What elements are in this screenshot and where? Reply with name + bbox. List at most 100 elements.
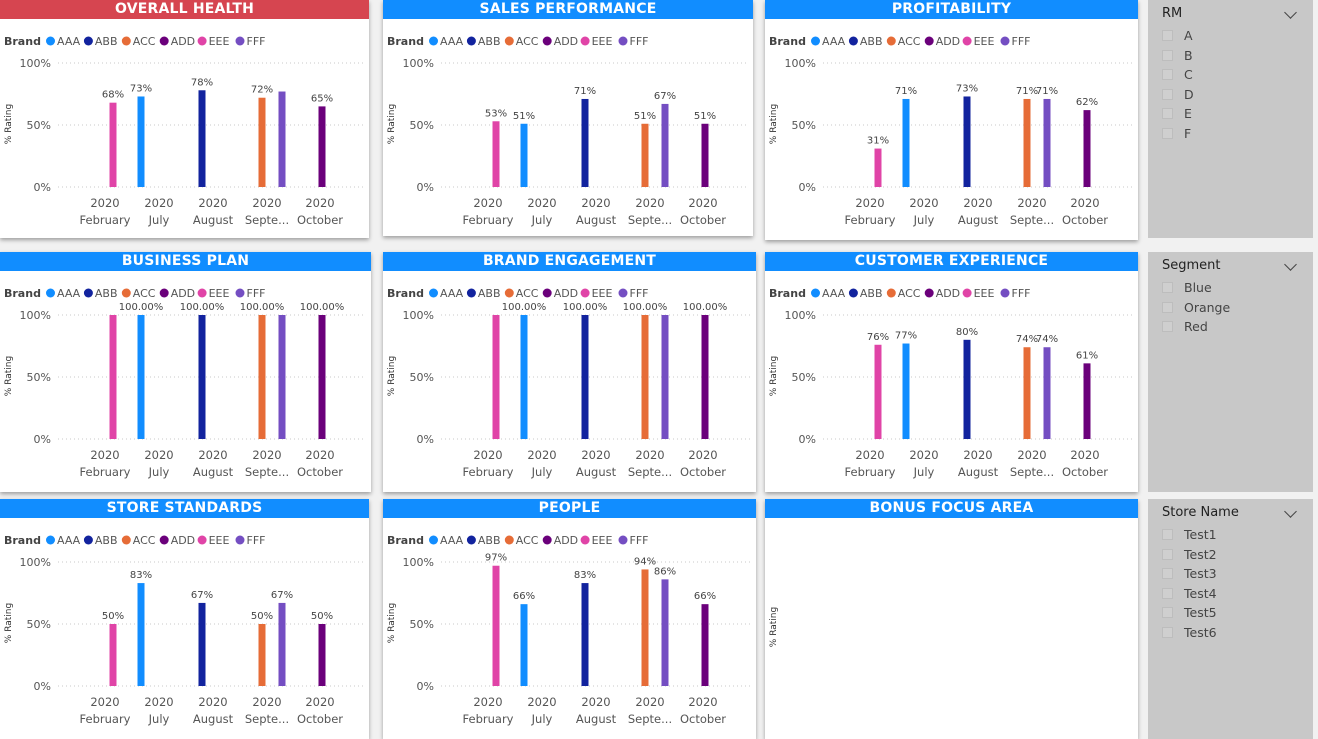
data-label: 66% xyxy=(694,591,716,602)
slicer-title: RM xyxy=(1162,6,1183,21)
checkbox[interactable] xyxy=(1162,108,1173,120)
x-tick-year: 2020 xyxy=(198,196,227,210)
bar-add-october xyxy=(318,106,326,187)
bar-fff-september xyxy=(278,602,286,686)
slicer-item[interactable]: Orange xyxy=(1162,298,1230,318)
checkbox[interactable] xyxy=(1162,127,1173,139)
legend-label-aaa: AAA xyxy=(440,35,464,48)
x-tick-month: August xyxy=(193,213,234,227)
legend-label-add: ADD xyxy=(171,287,195,300)
y-tick-label: 0% xyxy=(417,433,434,446)
slicer-item[interactable]: F xyxy=(1162,124,1194,144)
chart-panel-brand-engagement[interactable]: BRAND ENGAGEMENT % Rating Brand AAA ABB ACC A… xyxy=(383,252,756,492)
chart-panel-customer-experience[interactable]: CUSTOMER EXPERIENCE % Rating Brand AAA ABB A… xyxy=(765,252,1138,492)
legend-marker-acc xyxy=(886,288,896,298)
legend-label-abb: ABB xyxy=(860,287,883,300)
slicer-segment[interactable]: Segment Blue Orange Red xyxy=(1148,252,1313,492)
bar-eee-february xyxy=(492,565,500,686)
chart-panel-overall-health[interactable]: OVERALL HEALTH % Rating Brand AAA ABB ACC ADD… xyxy=(0,0,369,238)
chart-panel-business-plan[interactable]: BUSINESS PLAN % Rating Brand AAA ABB ACC ADD E… xyxy=(0,252,371,492)
checkbox[interactable] xyxy=(1162,30,1173,42)
y-axis-label: % Rating xyxy=(769,356,779,396)
slicer-item[interactable]: Red xyxy=(1162,317,1230,337)
x-tick-year: 2020 xyxy=(909,448,938,462)
chart-panel-store-standards[interactable]: STORE STANDARDS % Rating Brand AAA ABB ACC AD… xyxy=(0,499,369,739)
data-label: 67% xyxy=(654,91,676,102)
slicer-store-name[interactable]: Store Name Test1 Test2 Test3 Test4 Test5 Test… xyxy=(1148,499,1313,739)
checkbox[interactable] xyxy=(1162,626,1173,638)
x-tick-year: 2020 xyxy=(688,196,717,210)
checkbox[interactable] xyxy=(1162,301,1173,313)
chart-panel-bonus-focus-area[interactable]: BONUS FOCUS AREA % Rating xyxy=(765,499,1138,739)
legend-label-add: ADD xyxy=(936,35,960,48)
data-label: 100.00% xyxy=(300,302,345,313)
checkbox[interactable] xyxy=(1162,282,1173,294)
slicer-item[interactable]: Test2 xyxy=(1162,545,1217,565)
slicer-item[interactable]: Test3 xyxy=(1162,564,1217,584)
legend-marker-fff xyxy=(618,535,628,545)
chevron-down-icon[interactable] xyxy=(1284,6,1297,19)
x-tick-year: 2020 xyxy=(635,448,664,462)
y-tick-label: 0% xyxy=(34,433,51,446)
data-label: 78% xyxy=(191,77,213,88)
x-tick-month: February xyxy=(463,213,514,227)
chart-panel-people[interactable]: PEOPLE % Rating Brand AAA ABB ACC ADD EEE FFF 0%… xyxy=(383,499,756,739)
bar-aaa-july xyxy=(902,98,910,187)
legend-marker-fff xyxy=(618,36,628,46)
chart-panel-profitability[interactable]: PROFITABILITY % Rating Brand AAA ABB ACC ADD E… xyxy=(765,0,1138,240)
checkbox[interactable] xyxy=(1162,587,1173,599)
legend-label-fff: FFF xyxy=(630,35,649,48)
bar-eee-february xyxy=(109,102,117,187)
chart-svg: % Rating Brand AAA ABB ACC ADD EEE FFF 0% 50% 100%… xyxy=(769,287,1132,479)
slicer-item[interactable]: Test6 xyxy=(1162,623,1217,643)
checkbox[interactable] xyxy=(1162,88,1173,100)
checkbox[interactable] xyxy=(1162,321,1173,333)
slicer-item[interactable]: Test4 xyxy=(1162,584,1217,604)
slicer-item[interactable]: D xyxy=(1162,85,1194,105)
y-tick-label: 50% xyxy=(27,618,51,631)
bar-acc-september xyxy=(258,624,266,686)
slicer-item[interactable]: C xyxy=(1162,65,1194,85)
data-label: 50% xyxy=(251,611,273,622)
legend-label-fff: FFF xyxy=(247,534,266,547)
bar-fff-september xyxy=(661,315,669,439)
bar-acc-september xyxy=(1023,98,1031,187)
data-label: 67% xyxy=(191,590,213,601)
slicer-item[interactable]: Blue xyxy=(1162,278,1230,298)
chart-title: BRAND ENGAGEMENT xyxy=(383,252,756,271)
slicer-item[interactable]: B xyxy=(1162,46,1194,66)
data-label: 83% xyxy=(130,570,152,581)
legend-label-abb: ABB xyxy=(860,35,883,48)
slicer-item[interactable]: A xyxy=(1162,26,1194,46)
bar-eee-february xyxy=(874,148,882,187)
data-label: 71% xyxy=(895,86,917,97)
checkbox[interactable] xyxy=(1162,568,1173,580)
data-label: 31% xyxy=(867,136,889,147)
x-tick-month: July xyxy=(531,465,553,479)
bar-add-october xyxy=(1083,363,1091,439)
legend-label-aaa: AAA xyxy=(440,534,464,547)
checkbox[interactable] xyxy=(1162,69,1173,81)
slicer-item[interactable]: Test1 xyxy=(1162,525,1217,545)
legend-label-eee: EEE xyxy=(974,287,995,300)
data-label: 67% xyxy=(271,590,293,601)
legend-label-fff: FFF xyxy=(630,287,649,300)
legend-label-fff: FFF xyxy=(630,534,649,547)
bar-fff-september xyxy=(278,91,286,187)
legend-title: Brand xyxy=(387,534,424,547)
x-tick-month: July xyxy=(913,213,935,227)
chevron-down-icon[interactable] xyxy=(1284,258,1297,271)
chart-panel-sales-performance[interactable]: SALES PERFORMANCE % Rating Brand AAA ABB ACC… xyxy=(383,0,753,236)
checkbox[interactable] xyxy=(1162,529,1173,541)
x-tick-year: 2020 xyxy=(527,448,556,462)
checkbox[interactable] xyxy=(1162,49,1173,61)
slicer-item[interactable]: Test5 xyxy=(1162,603,1217,623)
checkbox[interactable] xyxy=(1162,548,1173,560)
legend-marker-abb xyxy=(466,535,476,545)
legend-label-aaa: AAA xyxy=(822,35,846,48)
chevron-down-icon[interactable] xyxy=(1284,505,1297,518)
checkbox[interactable] xyxy=(1162,607,1173,619)
x-tick-month: February xyxy=(845,213,896,227)
slicer-item[interactable]: E xyxy=(1162,104,1194,124)
